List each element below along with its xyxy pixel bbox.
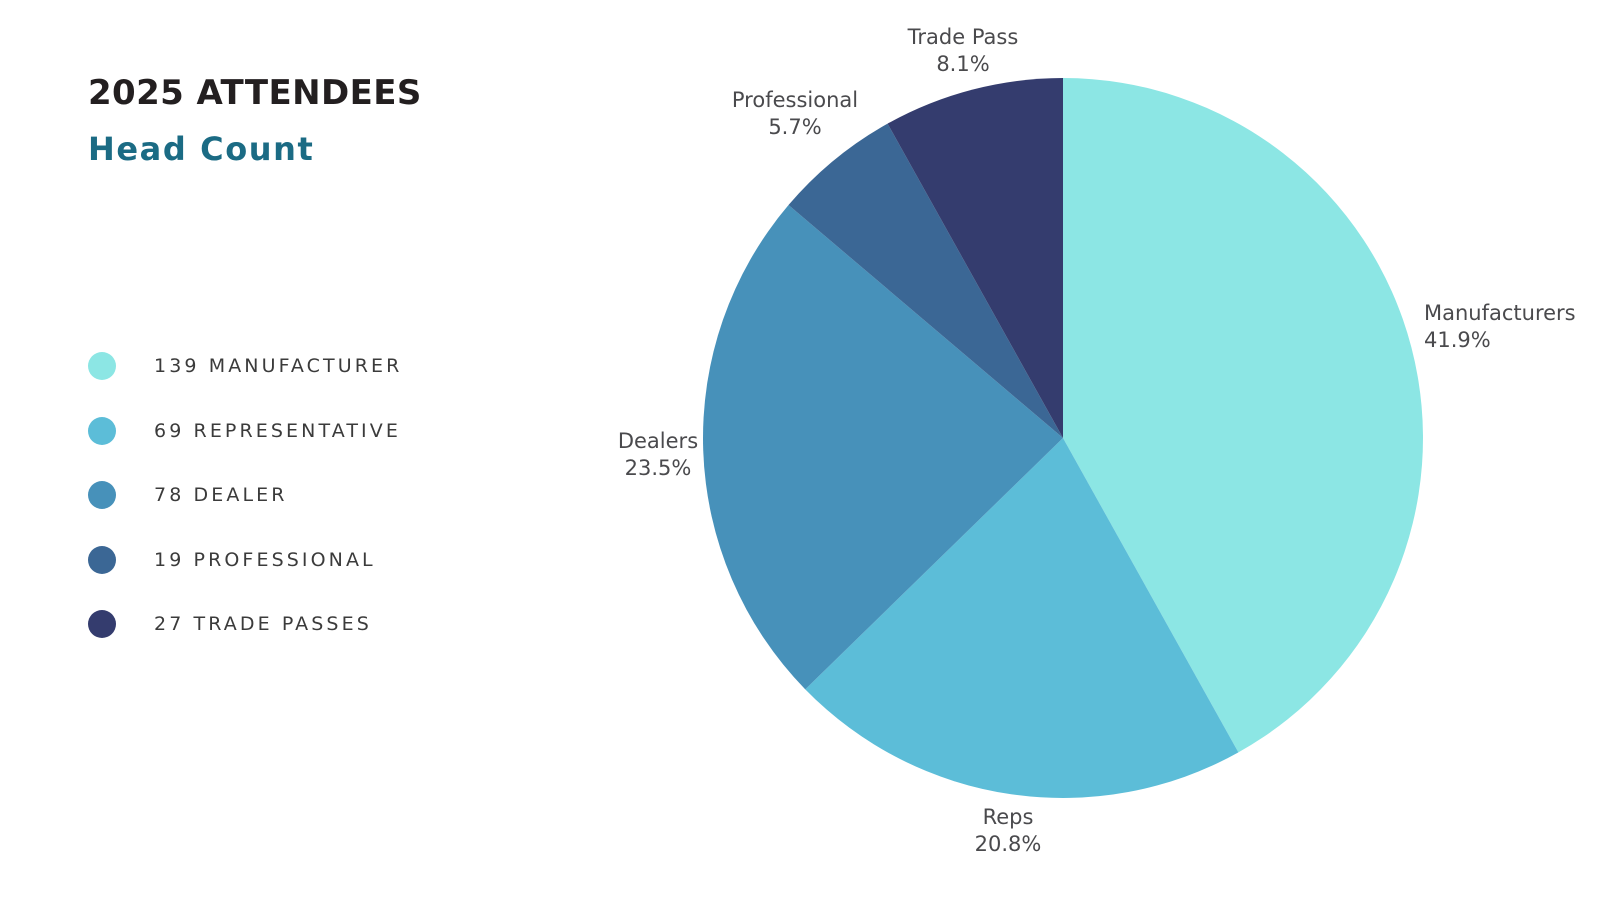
legend-swatch-icon [88, 481, 116, 510]
pie-label-name: Manufacturers [1424, 301, 1576, 325]
legend-swatch-icon [88, 352, 116, 381]
pie-label-trade-pass: Trade Pass 8.1% [896, 24, 1030, 78]
legend-item-label: 78 DEALER [154, 484, 288, 507]
legend-swatch-icon [88, 610, 116, 639]
pie-slice-manufacturers[interactable] [1063, 78, 1423, 753]
pie-label-percent: 23.5% [624, 455, 692, 480]
pie-label-dealers: Dealers 23.5% [596, 428, 720, 482]
pie-slice-trade-pass[interactable] [887, 78, 1063, 438]
legend-item-trade-passes[interactable]: 27 TRADE PASSES [88, 592, 568, 657]
pie-label-percent: 41.9% [1424, 327, 1491, 352]
pie-label-professional: Professional 5.7% [722, 87, 868, 141]
legend-item-label: 139 MANUFACTURER [154, 355, 403, 378]
legend-item-label: 19 PROFESSIONAL [154, 548, 376, 571]
legend-item-dealer[interactable]: 78 DEALER [88, 463, 568, 528]
pie-label-percent: 20.8% [974, 831, 1042, 856]
legend-item-representative[interactable]: 69 REPRESENTATIVE [88, 399, 568, 464]
left-panel: 2025 ATTENDEES Head Count 139 MANUFACTUR… [0, 0, 660, 900]
page-subtitle: Head Count [88, 130, 315, 169]
pie-label-name: Trade Pass [907, 25, 1019, 49]
pie-slice-group [702, 78, 1423, 798]
legend-item-professional[interactable]: 19 PROFESSIONAL [88, 528, 568, 593]
pie-label-reps: Reps 20.8% [932, 804, 1084, 858]
chart-legend: 139 MANUFACTURER 69 REPRESENTATIVE 78 DE… [88, 334, 568, 657]
pie-slice-dealers[interactable] [702, 205, 1063, 690]
pie-slice-professional[interactable] [788, 123, 1063, 438]
pie-slice-reps[interactable] [805, 438, 1239, 798]
legend-swatch-icon [88, 545, 116, 574]
legend-swatch-icon [88, 416, 116, 445]
pie-label-name: Professional [731, 88, 859, 112]
pie-label-name: Dealers [617, 429, 699, 453]
pie-label-percent: 8.1% [936, 51, 990, 76]
pie-label-name: Reps [982, 805, 1034, 829]
pie-label-percent: 5.7% [768, 114, 822, 139]
title-block: 2025 ATTENDEES Head Count [88, 74, 422, 168]
legend-item-manufacturer[interactable]: 139 MANUFACTURER [88, 334, 568, 399]
page-title: 2025 ATTENDEES [88, 73, 422, 113]
legend-item-label: 69 REPRESENTATIVE [154, 419, 401, 442]
pie-label-manufacturers: Manufacturers 41.9% [1424, 300, 1576, 354]
legend-item-label: 27 TRADE PASSES [154, 613, 372, 636]
